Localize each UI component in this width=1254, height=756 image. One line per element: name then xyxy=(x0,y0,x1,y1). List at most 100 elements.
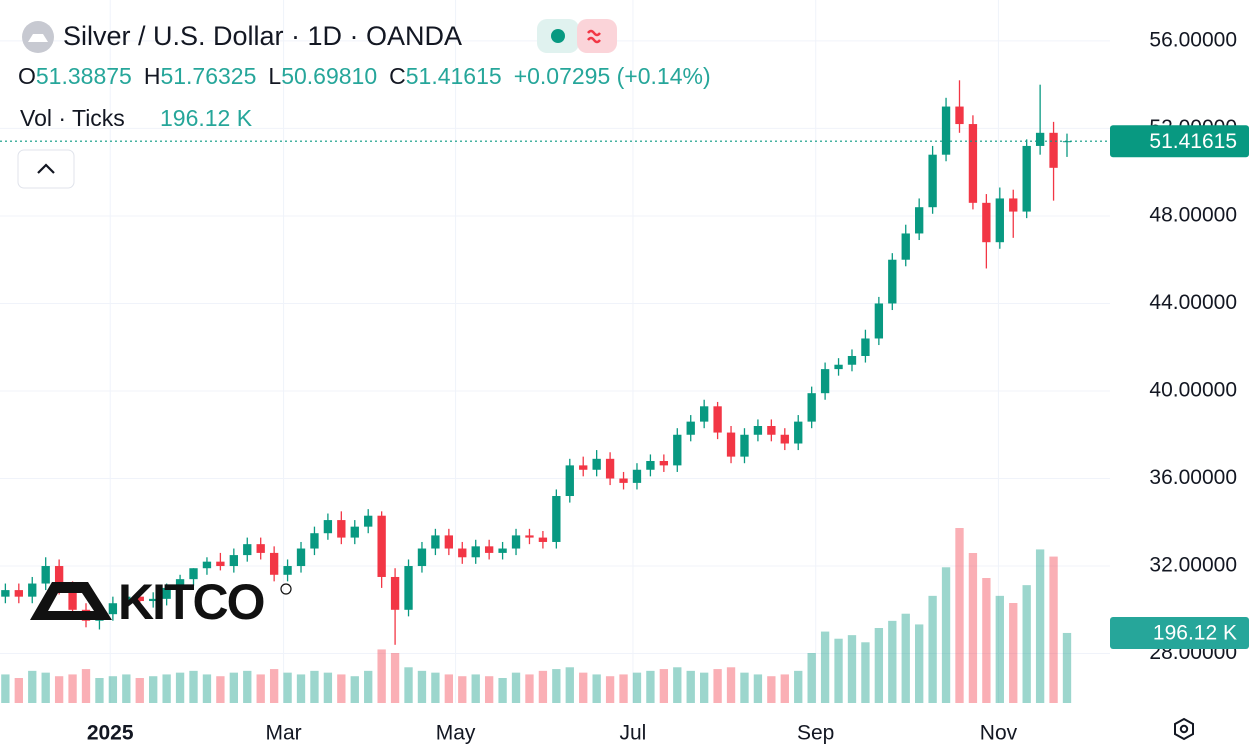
volume-bar xyxy=(484,676,494,703)
candle-body xyxy=(296,548,306,567)
volume-bar xyxy=(81,669,91,703)
volume-bar xyxy=(767,676,776,703)
volume-bar xyxy=(646,670,655,703)
volume-bar xyxy=(162,674,171,703)
volume-bar xyxy=(726,667,736,703)
candle-body xyxy=(390,576,400,610)
volume-bar xyxy=(189,670,198,703)
volume-bar xyxy=(54,676,64,703)
volume-bar xyxy=(1022,585,1031,703)
overlay: Silver / U.S. Dollar · 1D · OANDA O51.38… xyxy=(17,19,1194,741)
y-tick-label: 56.00000 xyxy=(1149,28,1237,51)
candle-body xyxy=(135,596,144,602)
candle-body xyxy=(216,561,225,567)
x-tick-label: Nov xyxy=(980,722,1018,745)
candle-body xyxy=(713,406,722,433)
candle-body xyxy=(740,434,749,457)
candle-body xyxy=(753,426,763,435)
candle-body xyxy=(323,520,333,534)
candle-body xyxy=(283,566,292,575)
candle-body xyxy=(686,421,695,435)
status-dot xyxy=(551,29,565,43)
candle-body xyxy=(417,548,427,567)
volume-bar xyxy=(135,678,144,703)
volume-bar xyxy=(149,676,158,703)
volume-bar xyxy=(1049,556,1058,703)
volume-bar xyxy=(283,672,292,703)
volume-bar xyxy=(390,653,400,703)
candle-body xyxy=(377,515,386,577)
candle-body xyxy=(794,421,803,444)
volume-bar xyxy=(68,674,77,703)
volume-bar xyxy=(915,624,924,703)
volume-bar xyxy=(498,678,507,703)
x-tick-label: May xyxy=(436,722,476,745)
volume-bar xyxy=(659,669,669,703)
volume-bar xyxy=(928,595,937,703)
volume-bar xyxy=(955,528,964,703)
candle-body xyxy=(175,579,185,588)
candle-body xyxy=(726,432,736,457)
candle-body xyxy=(28,583,37,597)
candle-body xyxy=(404,566,413,610)
last-price-box xyxy=(1110,125,1249,158)
candle-body xyxy=(458,548,467,558)
volume-bar xyxy=(847,635,857,703)
candle-body xyxy=(915,207,924,234)
volume-bar xyxy=(41,672,50,703)
volume-bar xyxy=(431,672,440,703)
volume-bar xyxy=(901,613,910,703)
volume-bar xyxy=(780,674,789,703)
last-volume-label: 196.12 K xyxy=(1153,622,1237,645)
ohlc-value: 51.76325 xyxy=(160,63,256,89)
candle-body xyxy=(68,587,77,610)
logo-text: KITCO xyxy=(118,574,264,630)
volume-bar xyxy=(686,670,695,703)
candle-body xyxy=(901,233,910,260)
candle-body xyxy=(888,259,897,304)
ohlc-legend: O51.38875 H51.76325 L50.69810 C51.41615 +0.0… xyxy=(18,63,711,89)
volume-bar xyxy=(444,674,454,703)
candle-body xyxy=(498,548,507,553)
candle-body xyxy=(1035,132,1045,146)
volume-bar xyxy=(337,674,346,703)
volume-bar xyxy=(538,670,548,703)
candle-body xyxy=(673,434,682,466)
settings-icon-center xyxy=(1179,724,1189,734)
volume-bar xyxy=(28,670,37,703)
candle-body xyxy=(659,461,669,466)
candle-body xyxy=(14,590,23,597)
volume-bar xyxy=(310,670,319,703)
delay-icon xyxy=(587,29,601,44)
volume-legend-name: Vol · Ticks xyxy=(20,105,125,131)
candle-body xyxy=(552,496,561,542)
volume-bar xyxy=(1035,549,1045,703)
candle-body xyxy=(1,590,10,597)
candle-body xyxy=(41,566,50,584)
volume-bar xyxy=(1009,603,1018,703)
settings-icon[interactable] xyxy=(1174,717,1194,741)
volume-bar xyxy=(861,642,870,703)
candle-body xyxy=(834,364,843,370)
candle-body xyxy=(431,535,440,549)
collapse-button[interactable] xyxy=(17,149,75,189)
volume-bar xyxy=(229,672,238,703)
candle-body xyxy=(189,568,198,580)
last-volume-box xyxy=(1110,616,1249,649)
ohlc-change: +0.07295 (+0.14%) xyxy=(514,63,711,89)
volume-bar xyxy=(874,628,884,703)
volume-bar xyxy=(364,670,373,703)
candle-body xyxy=(780,434,789,444)
volume-bar xyxy=(619,674,628,703)
candle-body xyxy=(1022,145,1031,212)
candle-body xyxy=(162,587,171,599)
volume-bar xyxy=(834,638,843,703)
candle-body xyxy=(861,338,870,356)
logo-mark xyxy=(30,582,112,620)
candle-body xyxy=(444,535,454,549)
candle-body xyxy=(928,154,937,208)
volume-bar xyxy=(122,674,131,703)
y-tick-label: 32.00000 xyxy=(1149,554,1237,577)
